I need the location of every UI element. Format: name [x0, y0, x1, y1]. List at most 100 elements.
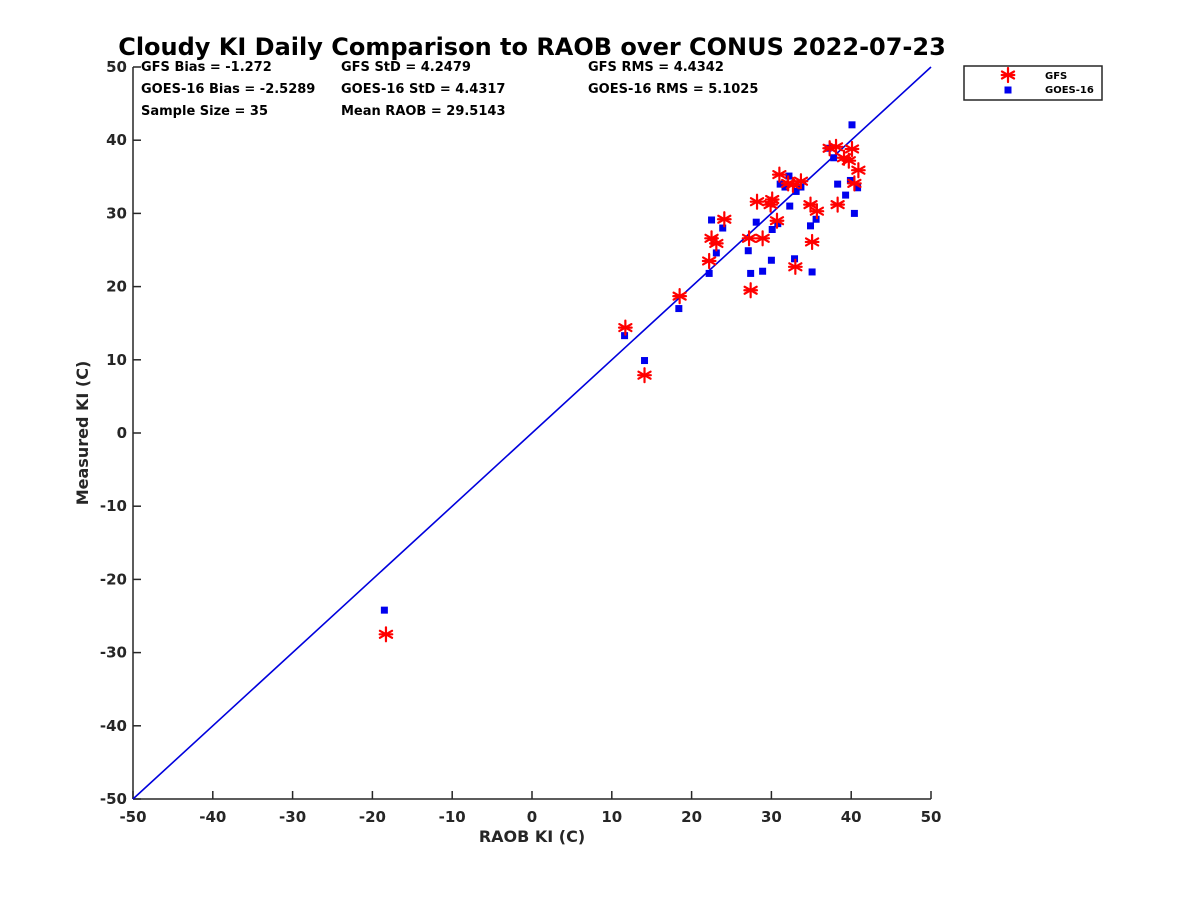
legend: GFS GOES-16	[963, 65, 1103, 101]
gfs-point	[716, 211, 732, 228]
one-to-one-reference-line	[132, 66, 932, 800]
y-tick-label: -20	[100, 570, 127, 588]
gfs-point	[850, 162, 866, 179]
stat-annotation: GOES-16 Bias = -2.5289	[141, 82, 315, 97]
x-tick-label: 10	[601, 808, 622, 826]
x-tick-label: 20	[681, 808, 702, 826]
goes-16-point	[854, 184, 862, 192]
goes-16-point	[705, 269, 713, 277]
gfs-point	[803, 196, 818, 213]
gfs-point	[708, 235, 724, 252]
goes-16-point	[380, 606, 388, 614]
goes-16-point	[719, 224, 727, 232]
gfs-point	[741, 230, 757, 247]
y-tick-label: -50	[100, 790, 127, 808]
gfs-point	[828, 138, 844, 155]
stat-annotation: GFS Bias = -1.272	[141, 60, 272, 75]
goes-16-point	[744, 247, 752, 255]
gfs-point	[617, 319, 633, 336]
goes-16-point	[768, 226, 776, 234]
goes-16-point	[759, 267, 767, 275]
x-tick-label: 50	[921, 808, 942, 826]
goes-16-point	[621, 332, 629, 340]
gfs-point	[701, 252, 717, 270]
goes-16-point	[767, 256, 775, 264]
y-tick-label: 50	[106, 58, 127, 76]
goes-16-point	[781, 183, 789, 191]
stat-annotation: GOES-16 StD = 4.4317	[341, 82, 505, 97]
goes-16-point	[807, 222, 815, 230]
goes-16-point	[850, 209, 858, 217]
x-tick-label: 0	[527, 808, 537, 826]
goes-16-point	[791, 255, 799, 263]
goes-16-point	[808, 268, 816, 276]
gfs-point	[846, 175, 862, 192]
gfs-point	[672, 288, 688, 305]
goes-16-point	[834, 180, 842, 188]
gfs-point	[769, 212, 785, 229]
gfs-point	[378, 626, 394, 643]
gfs-point	[841, 152, 857, 169]
legend-gfs-marker	[1000, 66, 1016, 84]
legend-goes-16-label: GOES-16	[1045, 85, 1094, 96]
legend-goes-16-square	[1004, 86, 1012, 94]
x-tick-label: 30	[761, 808, 782, 826]
goes-16-point	[712, 249, 720, 257]
legend-gfs-asterisk	[1000, 66, 1016, 84]
goes-16-point	[752, 218, 760, 226]
gfs-point	[743, 282, 759, 299]
y-axis-ticks: -50 -40 -30 -20 -10 0 10 20 30 40 50	[100, 58, 141, 808]
stat-annotation: GFS RMS = 4.4342	[588, 60, 724, 75]
one-to-one-line	[132, 66, 932, 800]
goes-16-point	[842, 191, 850, 199]
x-axis-label: RAOB KI (C)	[479, 827, 585, 846]
x-axis-ticks: -50 -40 -30 -20 -10 0 10 20 30 40 50	[119, 791, 941, 826]
gfs-point	[771, 166, 787, 183]
goes-16-point	[830, 154, 838, 162]
x-tick-label: -20	[359, 808, 386, 826]
x-tick-label: -30	[279, 808, 306, 826]
gfs-point	[755, 230, 771, 247]
goes-16-point	[812, 215, 820, 223]
x-tick-label: -40	[199, 808, 226, 826]
legend-goes-16-marker	[1004, 86, 1012, 94]
chart-title: Cloudy KI Daily Comparison to RAOB over …	[118, 33, 946, 61]
legend-box	[963, 65, 1103, 101]
y-tick-label: 20	[106, 278, 127, 296]
gfs-point	[749, 193, 765, 210]
goes-16-point	[786, 202, 794, 210]
y-tick-label: -40	[100, 717, 127, 735]
y-tick-label: -10	[100, 497, 127, 515]
y-axis-label: Measured KI (C)	[73, 361, 92, 506]
stat-annotation: GOES-16 RMS = 5.1025	[588, 82, 758, 97]
gfs-point	[830, 196, 846, 213]
plot-area: -50 -40 -30 -20 -10 0 10 20 30 40 50 -50-40-30-20-…	[100, 58, 942, 826]
goes-16-point	[747, 269, 755, 277]
y-tick-label: 0	[117, 424, 127, 442]
x-tick-label: 40	[841, 808, 862, 826]
goes-16-point	[848, 121, 856, 129]
goes-16-point	[708, 216, 716, 224]
stats-annotations: GFS Bias = -1.272 GFS StD = 4.2479 GFS RMS…	[141, 60, 758, 119]
stat-annotation: Mean RAOB = 29.5143	[341, 104, 506, 119]
stat-annotation: GFS StD = 4.2479	[341, 60, 471, 75]
goes-16-point	[675, 305, 683, 313]
y-tick-label: 10	[106, 351, 127, 369]
series-gfs	[378, 138, 866, 643]
goes-16-point	[776, 180, 784, 188]
goes-16-point	[641, 357, 649, 365]
y-tick-label: 40	[106, 131, 127, 149]
goes-16-point	[792, 187, 800, 195]
x-tick-label: -10	[439, 808, 466, 826]
gfs-point	[804, 233, 820, 251]
series-goes-16	[380, 121, 862, 614]
legend-gfs-label: GFS	[1045, 71, 1067, 82]
gfs-point	[793, 173, 809, 190]
y-tick-label: 30	[106, 204, 127, 222]
gfs-point	[787, 258, 803, 275]
gfs-point	[764, 191, 780, 208]
y-tick-label: -30	[100, 644, 127, 662]
stat-annotation: Sample Size = 35	[141, 104, 268, 119]
x-tick-label: -50	[119, 808, 146, 826]
